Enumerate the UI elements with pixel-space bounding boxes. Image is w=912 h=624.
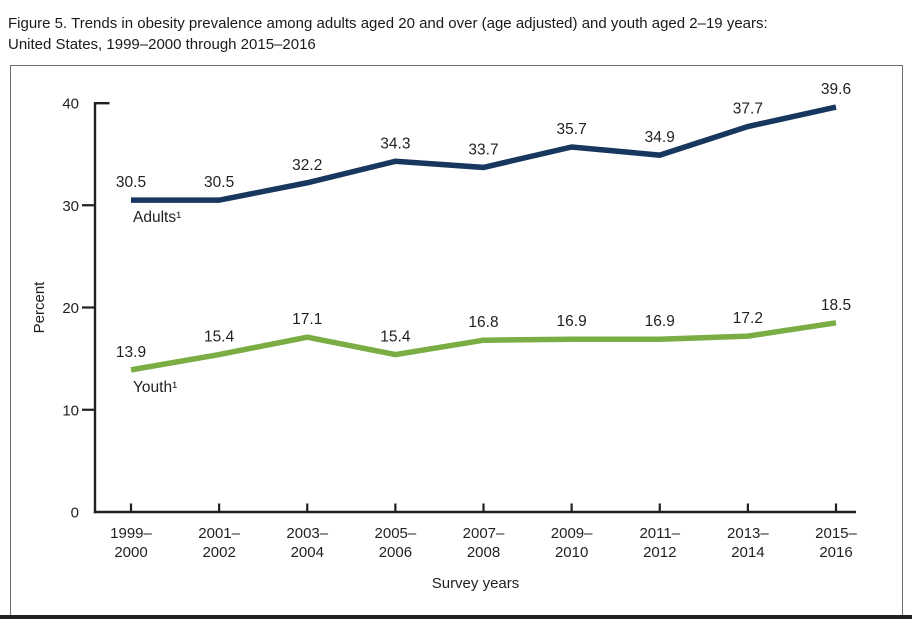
adults-value-label: 35.7 [557,121,587,138]
adults-value-label: 33.7 [468,141,498,158]
youth-value-label: 15.4 [204,329,235,346]
adults-value-label: 30.5 [204,174,234,191]
youth-series-line [130,320,837,373]
youth-value-label: 16.8 [468,314,498,331]
x-tick-label: 1999– 2000 [110,525,152,561]
y-tick-label: 30 [62,198,79,215]
adults-series-label: Adults¹ [133,209,181,226]
youth-value-label: 18.5 [821,297,851,314]
y-axis-title: Percent [31,281,48,334]
y-tick-label: 20 [62,300,79,317]
x-tick-label: 2001– 2002 [198,525,240,561]
youth-value-label: 17.1 [292,311,322,328]
youth-value-label: 16.9 [557,313,587,330]
y-tick-label: 0 [71,505,79,522]
youth-series-label: Youth¹ [133,379,177,396]
adults-value-label: 34.9 [645,129,675,146]
x-tick-label: 2007– 2008 [463,525,505,561]
youth-value-label: 16.9 [645,313,675,330]
y-tick-label: 40 [62,96,79,113]
y-tick-label: 10 [62,402,79,419]
chart-frame [10,65,903,615]
figure-bottom-rule [0,615,912,619]
figure-title: Figure 5. Trends in obesity prevalence a… [8,13,904,55]
x-tick-label: 2015– 2016 [815,525,857,561]
x-tick-label: 2003– 2004 [286,525,328,561]
x-tick-label: 2005– 2006 [375,525,417,561]
x-axis-title: Survey years [432,575,520,592]
x-tick-label: 2013– 2014 [727,525,769,561]
adults-value-label: 34.3 [380,135,410,152]
x-tick-label: 2011– 2012 [639,525,680,561]
figure-title-line1: Figure 5. Trends in obesity prevalence a… [8,15,768,32]
youth-value-label: 15.4 [380,329,411,346]
adults-value-label: 39.6 [821,81,851,98]
adults-value-label: 30.5 [116,174,146,191]
adults-value-label: 32.2 [292,157,322,174]
youth-value-label: 13.9 [116,344,146,361]
x-tick-label: 2009– 2010 [551,525,593,561]
figure-title-line2: United States, 1999–2000 through 2015–20… [8,36,316,53]
youth-value-label: 17.2 [733,310,763,327]
adults-value-label: 37.7 [733,101,763,118]
adults-series-line [131,104,837,203]
